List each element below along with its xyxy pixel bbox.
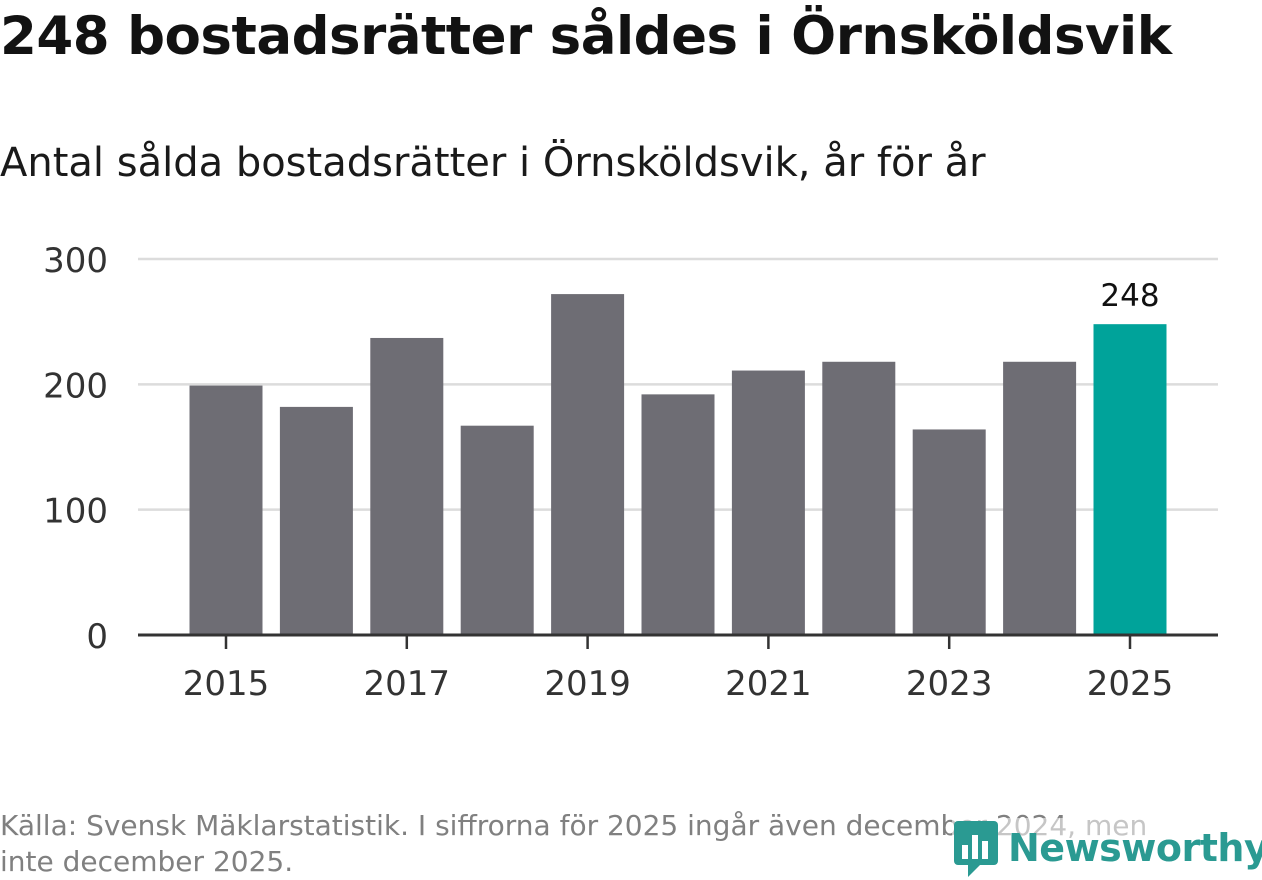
newsworthy-logo: Newsworthy [952, 818, 1262, 878]
x-tick-label-2019: 2019 [544, 664, 631, 704]
bar-2022 [822, 361, 896, 635]
bar-2024 [1003, 361, 1077, 635]
bar-2020 [641, 394, 715, 635]
bar-chart: 0 100 200 300 2015 2017 2019 2021 2023 2025 248 [43, 241, 1218, 704]
y-tick-label-300: 300 [43, 241, 108, 281]
bar-2021 [731, 370, 805, 635]
y-tick-label-200: 200 [43, 366, 108, 406]
newsworthy-logo-icon [954, 821, 998, 877]
x-tick-label-2017: 2017 [364, 664, 451, 704]
bar-2023 [912, 429, 986, 635]
x-tick-label-2015: 2015 [183, 664, 270, 704]
bar-2015 [189, 385, 263, 635]
bar-2019 [551, 294, 625, 635]
x-tick-label-2025: 2025 [1087, 664, 1174, 704]
data-label-2025: 248 [1100, 278, 1159, 314]
brand-name: Newsworthy [1008, 826, 1262, 870]
bar-2017 [370, 337, 444, 635]
x-tick-label-2023: 2023 [906, 664, 993, 704]
y-tick-label-100: 100 [43, 492, 108, 532]
x-tick-label-2021: 2021 [725, 664, 812, 704]
y-tick-label-0: 0 [86, 617, 108, 657]
bar-2016 [279, 406, 353, 635]
chart-title: 248 bostadsrätter såldes i Örnsköldsvik [0, 6, 1172, 67]
bar-2018 [460, 425, 534, 635]
bar-2025 [1093, 324, 1167, 635]
chart-subtitle: Antal sålda bostadsrätter i Örnsköldsvik… [0, 140, 986, 186]
